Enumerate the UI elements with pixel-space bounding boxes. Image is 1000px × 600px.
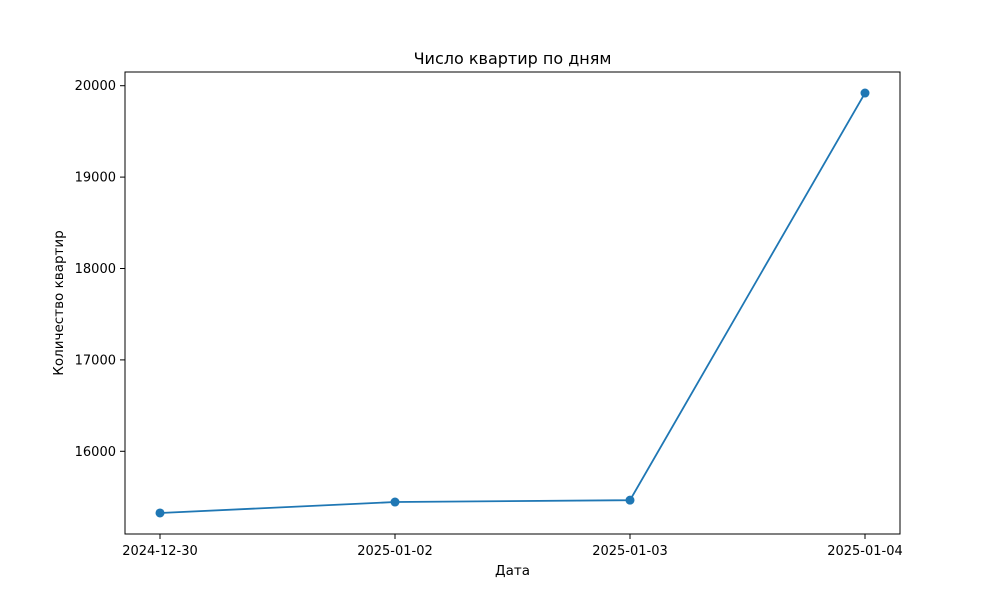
data-point bbox=[625, 495, 635, 505]
x-tick-label: 2024-12-30 bbox=[122, 544, 198, 559]
x-axis: 2024-12-30 2025-01-02 2025-01-03 2025-01-04 bbox=[122, 534, 903, 559]
y-tick-label: 16000 bbox=[75, 445, 116, 460]
plot-area bbox=[124, 71, 901, 535]
y-axis-label: Количество квартир bbox=[51, 230, 67, 375]
x-tick-label: 2025-01-03 bbox=[592, 544, 668, 559]
y-tick-label: 17000 bbox=[75, 353, 116, 368]
x-tick-label: 2025-01-02 bbox=[357, 544, 433, 559]
series-line bbox=[159, 92, 866, 514]
y-tick-label: 18000 bbox=[75, 262, 116, 277]
data-point bbox=[860, 88, 870, 98]
y-tick-label: 19000 bbox=[75, 171, 116, 186]
data-point bbox=[155, 508, 165, 518]
y-axis: 16000 17000 18000 19000 20000 bbox=[75, 79, 125, 460]
x-axis-label: Дата bbox=[495, 563, 530, 579]
data-point bbox=[390, 497, 400, 507]
y-tick-label: 20000 bbox=[75, 79, 116, 94]
x-tick-label: 2025-01-04 bbox=[827, 544, 903, 559]
series-layer bbox=[155, 88, 870, 518]
chart-title: Число квартир по дням bbox=[414, 49, 612, 68]
